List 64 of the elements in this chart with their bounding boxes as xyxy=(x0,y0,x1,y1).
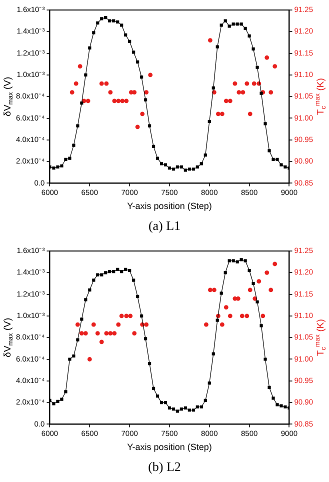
point xyxy=(112,331,117,336)
point xyxy=(208,38,212,43)
point xyxy=(240,90,246,94)
point xyxy=(140,112,145,116)
point xyxy=(244,314,250,318)
point xyxy=(104,81,109,86)
point xyxy=(252,81,256,86)
point xyxy=(83,331,88,336)
point xyxy=(212,288,216,292)
point xyxy=(216,112,220,116)
point xyxy=(86,98,90,104)
point xyxy=(119,314,124,318)
point xyxy=(272,64,278,68)
point xyxy=(124,98,129,104)
text: (b) L2 xyxy=(147,459,182,475)
point xyxy=(108,90,113,94)
point xyxy=(78,64,82,68)
point xyxy=(256,279,262,284)
point xyxy=(244,81,250,86)
point xyxy=(208,288,212,292)
point xyxy=(128,314,133,318)
point xyxy=(91,322,96,327)
point xyxy=(220,322,224,327)
point xyxy=(260,314,266,318)
point xyxy=(272,262,278,266)
point xyxy=(144,322,149,327)
point xyxy=(112,98,117,104)
point xyxy=(144,90,149,94)
point xyxy=(236,90,242,94)
point xyxy=(124,314,129,318)
point xyxy=(148,72,153,78)
point xyxy=(224,305,228,310)
point xyxy=(135,124,140,130)
point xyxy=(220,112,224,116)
point xyxy=(104,331,109,336)
point xyxy=(132,90,137,94)
point xyxy=(95,331,100,336)
point xyxy=(75,322,80,327)
point xyxy=(99,81,104,86)
point xyxy=(87,357,92,362)
point xyxy=(204,322,208,327)
x-axis-title: Y-axis position (Step) xyxy=(127,201,212,212)
x-axis-title: Y-axis position (Step) xyxy=(127,442,212,452)
point xyxy=(228,314,232,318)
point xyxy=(70,90,74,94)
point xyxy=(264,55,270,60)
point xyxy=(264,270,270,275)
point xyxy=(268,288,274,292)
point xyxy=(116,322,121,327)
text: (a) L1 xyxy=(147,218,182,234)
point xyxy=(79,331,84,336)
point xyxy=(99,340,104,344)
point xyxy=(248,112,252,116)
point xyxy=(268,90,274,94)
point xyxy=(132,331,137,336)
point xyxy=(248,288,252,292)
point xyxy=(240,314,244,318)
point xyxy=(228,98,232,104)
point xyxy=(108,331,113,336)
point xyxy=(232,81,238,86)
point xyxy=(116,98,121,104)
point xyxy=(120,98,125,104)
point xyxy=(74,81,78,86)
point xyxy=(224,98,228,104)
